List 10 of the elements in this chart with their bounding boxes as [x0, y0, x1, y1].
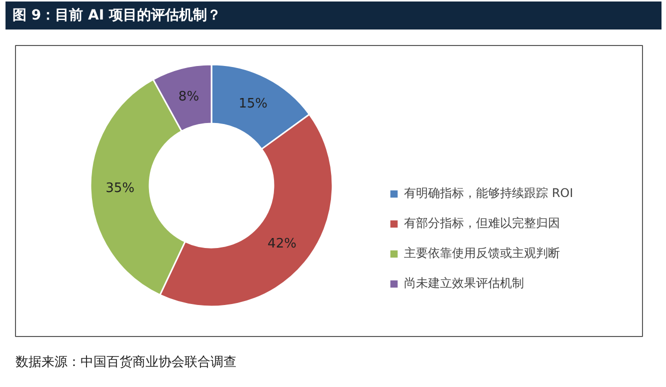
legend-label: 有明确指标，能够持续跟踪 ROI — [404, 185, 574, 202]
data-label: 8% — [178, 89, 200, 104]
data-label: 42% — [268, 236, 296, 252]
source-note: 数据来源：中国百货商业协会联合调查 — [16, 355, 236, 370]
chart-title: 图 9：目前 AI 项目的评估机制？ — [12, 8, 221, 24]
data-label: 35% — [106, 180, 135, 196]
data-label: 15% — [238, 96, 268, 112]
legend-label: 主要依靠使用反馈或主观判断 — [404, 245, 560, 262]
legend-label: 尚未建立效果评估机制 — [404, 275, 524, 292]
legend-label: 有部分指标，但难以完整归因 — [404, 215, 560, 232]
